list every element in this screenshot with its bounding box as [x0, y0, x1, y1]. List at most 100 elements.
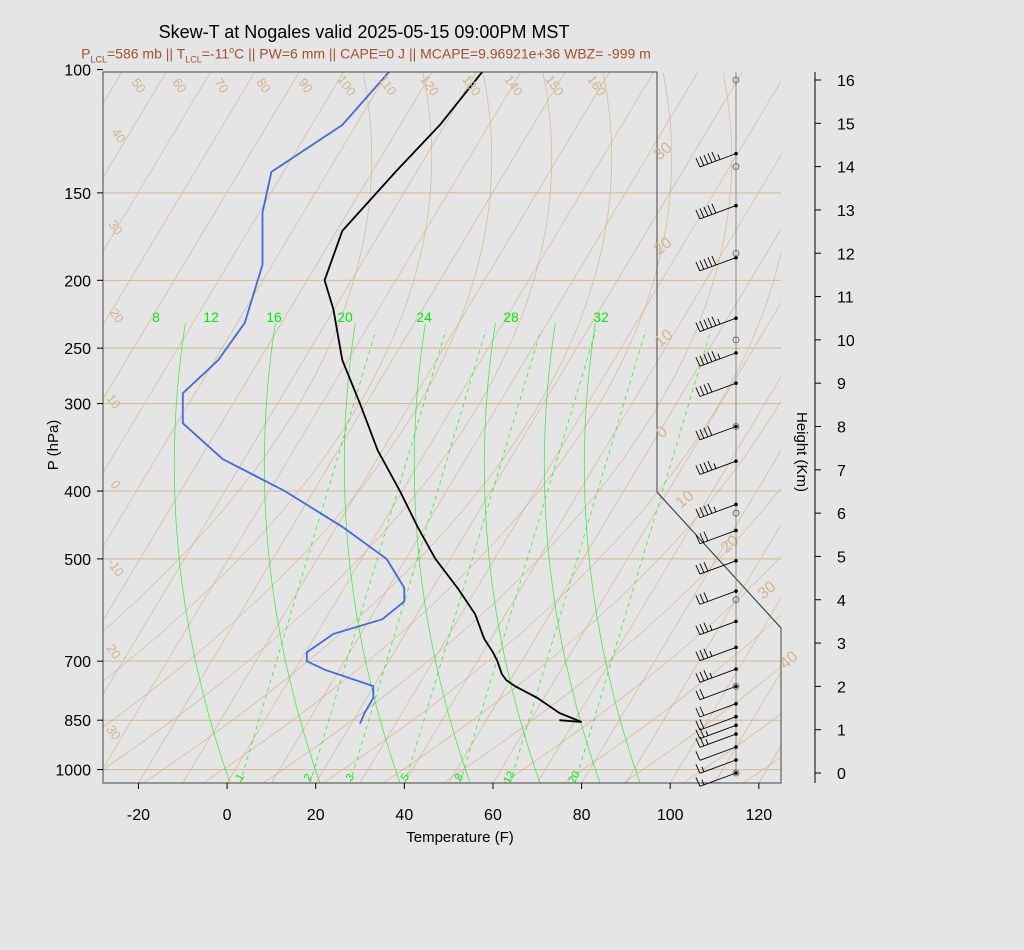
wind-barb-flag: [695, 720, 701, 731]
height-marker: [734, 424, 738, 429]
chart-subtitle: PLCL=586 mb || TLCL=-11oC || PW=6 mm || …: [81, 45, 651, 65]
wind-barb-flag: [703, 353, 709, 364]
wind-barb-flag: [711, 350, 717, 361]
x-tick-label: 120: [745, 807, 772, 824]
wind-barb-flag: [695, 387, 701, 397]
plot-frame-diagonal: [656, 491, 782, 629]
dry-adiabat: [502, 556, 781, 783]
wind-barb-flag: [711, 255, 717, 266]
wind-barb: [695, 203, 737, 220]
dewpoint-line: [181, 72, 406, 725]
mixing-ratio-bottom-label: 20: [566, 769, 583, 786]
wind-barb: [695, 426, 737, 441]
height-tick-label: 15: [837, 116, 855, 133]
wind-barb-flag: [695, 651, 701, 661]
theta-label: 50: [128, 75, 149, 95]
wind-barb-staff: [699, 620, 737, 636]
wind-barb-half: [709, 651, 713, 657]
wind-barb-flag: [695, 729, 701, 739]
height-marker: [734, 645, 738, 650]
wind-barb-flag: [695, 625, 701, 635]
height-tick-label: 8: [837, 420, 846, 437]
mixing-ratio-label: 20: [337, 309, 353, 325]
wind-barb: [695, 759, 737, 774]
wind-barb-staff: [699, 772, 737, 787]
height-marker: [734, 619, 738, 624]
mixing-ratio-line: [349, 329, 487, 783]
wind-barb-flag: [707, 257, 713, 267]
wind-barb-flag: [699, 507, 705, 517]
wind-barb-flag: [695, 673, 701, 683]
y-tick-label: 700: [64, 654, 91, 671]
theta-label: 60: [169, 75, 190, 95]
height-tick-label: 6: [837, 506, 846, 523]
wind-barb-staff: [699, 668, 737, 683]
y-tick-label: 150: [64, 186, 91, 203]
isotherm-line: [581, 449, 781, 783]
y-tick-label: 250: [64, 341, 91, 358]
wind-barb-half: [717, 318, 721, 325]
height-marker: [734, 667, 738, 671]
wind-barb-flag: [695, 764, 701, 774]
mixing-ratio-line: [404, 329, 542, 783]
wind-barb-staff: [699, 317, 737, 332]
isotherm-line: [492, 302, 781, 783]
y-tick-label: 500: [64, 552, 91, 569]
mixing-ratio-bottom-label: 8: [453, 772, 466, 783]
height-marker: [734, 316, 738, 321]
wind-barb-flag: [703, 670, 709, 680]
wind-barb-flag: [711, 316, 717, 326]
wind-barb-flag: [707, 382, 713, 393]
height-marker: [734, 701, 738, 706]
height-tick-label: 3: [837, 636, 846, 653]
isotherm-line: [103, 72, 344, 474]
wind-barb-half: [701, 779, 705, 785]
wind-barb-staff: [699, 746, 737, 761]
dry-adiabat: [442, 487, 781, 783]
wind-barb-flag: [695, 209, 701, 220]
wind-barb-flag: [695, 430, 701, 440]
height-circle: [732, 423, 740, 430]
isotherm-line: [625, 523, 781, 783]
wind-barb-staff: [699, 257, 737, 272]
wind-barb-flag: [707, 205, 713, 215]
height-tick-label: 10: [837, 333, 855, 350]
wind-barb-half: [701, 766, 705, 772]
isotherm-line: [271, 72, 699, 783]
theta-label: 90: [295, 75, 316, 95]
height-marker: [734, 714, 738, 719]
wind-barb-flag: [699, 719, 705, 729]
y-tick-label: 100: [64, 63, 91, 80]
wind-barb-flag: [695, 564, 701, 575]
height-marker: [734, 771, 738, 775]
height-circle: [732, 509, 740, 517]
y-tick-label: 850: [64, 713, 91, 730]
wind-barb-half: [705, 739, 709, 745]
wind-barb-flag: [695, 690, 701, 700]
x-tick-label: 100: [657, 807, 684, 824]
height-marker: [734, 758, 738, 762]
wind-barb-flag: [699, 208, 705, 218]
wind-barb: [695, 772, 737, 787]
plot-area: [103, 72, 781, 783]
wind-barb-staff: [699, 153, 737, 168]
isotherm-line: [103, 72, 433, 622]
wind-barb-flag: [695, 261, 701, 272]
moist-adiabat: [343, 322, 401, 783]
height-marker: [734, 351, 738, 355]
wind-barb-flag: [703, 206, 709, 217]
height-marker: [734, 255, 738, 260]
wind-barb-flag: [711, 203, 717, 214]
wind-barb-flag: [695, 707, 701, 718]
isotherm-line: [403, 154, 781, 783]
wind-barb: [695, 590, 737, 605]
wind-barb-flag: [707, 317, 713, 328]
x-axis-title: Temperature (F): [406, 829, 514, 846]
height-circle: [732, 769, 740, 777]
wind-barb-flag: [699, 706, 705, 716]
theta-label: 80: [253, 75, 274, 95]
wind-barb: [695, 724, 737, 740]
wind-barb: [695, 151, 737, 168]
isotherm-line: [103, 72, 389, 548]
